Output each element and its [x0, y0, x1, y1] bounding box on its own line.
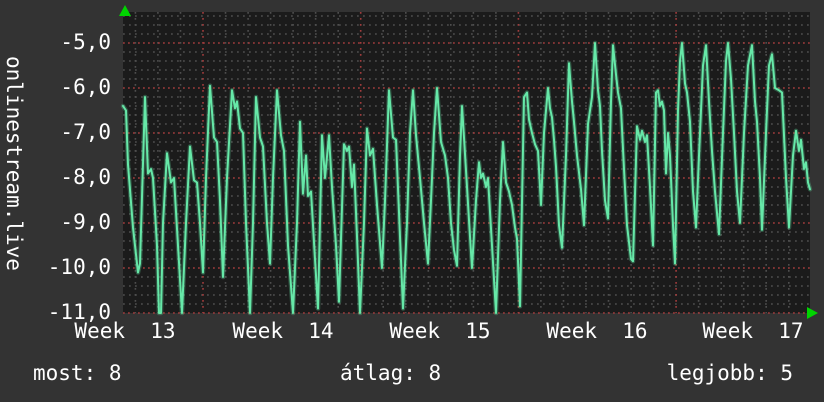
y-tick-label: -5,0 [60, 30, 111, 54]
y-tick-label: -7,0 [60, 120, 111, 144]
vertical-axis-title: onlinestream.live [2, 56, 26, 271]
x-tick-label: Week 17 [702, 319, 804, 343]
right-arrow-icon [807, 307, 818, 319]
grid-vertical [134, 12, 790, 313]
stat-average: átlag: 8 [340, 361, 442, 385]
stat-current: most: 8 [33, 361, 122, 385]
x-tick-label: Week 15 [389, 319, 491, 343]
y-tick-label: -11,0 [47, 300, 111, 324]
stat-best: legjobb: 5 [666, 361, 793, 385]
up-arrow-icon [119, 5, 131, 16]
y-tick-label: -8,0 [60, 165, 111, 189]
series-line [122, 42, 811, 314]
x-tick-label: Week 13 [74, 319, 176, 343]
y-tick-label: -9,0 [60, 210, 111, 234]
x-tick-label: Week 16 [546, 319, 648, 343]
y-tick-label: -10,0 [47, 255, 111, 279]
y-tick-label: -6,0 [60, 75, 111, 99]
x-tick-label: Week 14 [232, 319, 334, 343]
